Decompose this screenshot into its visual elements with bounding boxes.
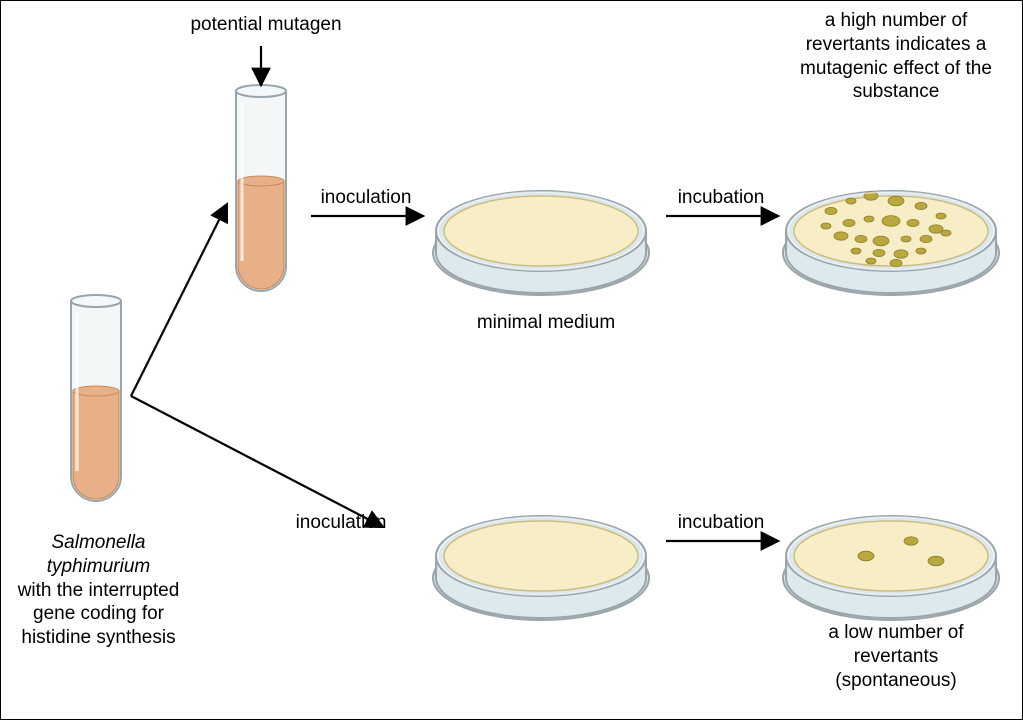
inoculation-upper-label: inoculation — [306, 186, 426, 210]
source-label: Salmonella typhimurium with the interrup… — [1, 531, 196, 650]
minimal-medium-label: minimal medium — [451, 311, 641, 335]
low-result-label: a low number of revertants (spontaneous) — [796, 621, 996, 692]
inoculation-lower-label: inoculation — [281, 511, 401, 535]
incubation-upper-label: incubation — [661, 186, 781, 210]
mutagen-label: potential mutagen — [176, 13, 356, 37]
high-result-label: a high number of revertants indicates a … — [796, 9, 996, 104]
incubation-lower-label: incubation — [661, 511, 781, 535]
